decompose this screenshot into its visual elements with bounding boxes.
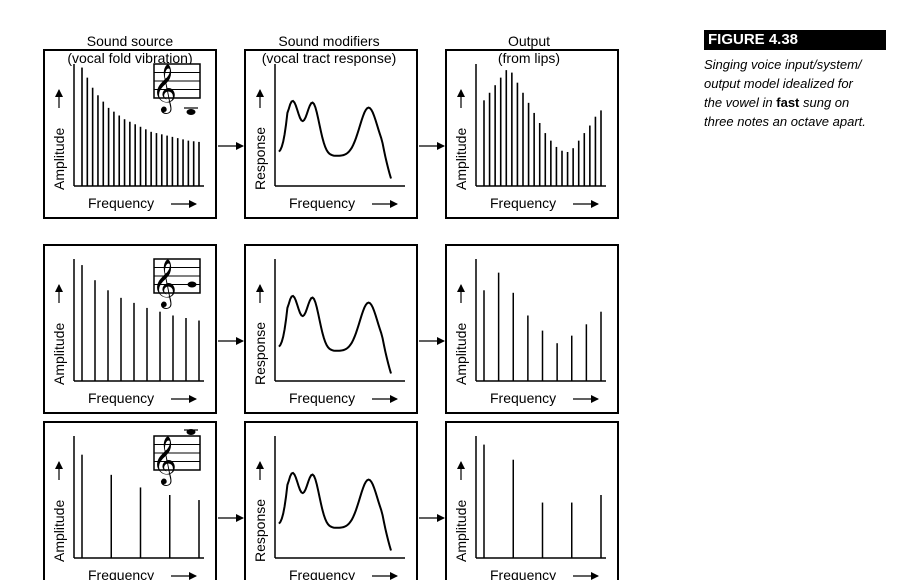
- panel-border: [244, 244, 418, 414]
- column-title-modifiers-line1: Sound modifiers: [278, 33, 380, 49]
- source-panel: Amplitude Frequency 𝄞: [43, 49, 217, 219]
- caption-text: Singing voice input/system/ output model…: [704, 55, 900, 131]
- note-head: [186, 429, 196, 435]
- caption-line-3-end: sung on: [799, 95, 850, 110]
- column-title-output-line2: (from lips): [497, 50, 561, 66]
- caption-line-1: Singing voice input/system/: [704, 57, 862, 72]
- caption-label-box: [704, 30, 886, 50]
- panel-border: [445, 49, 619, 219]
- panel-border: [43, 421, 217, 580]
- frequency-axis-label: Frequency: [490, 195, 556, 211]
- modifier-panel: Response Frequency: [244, 244, 418, 414]
- frequency-axis-label: Frequency: [289, 195, 355, 211]
- column-title-source-line1: Sound source: [86, 33, 174, 49]
- treble-clef-icon: 𝄞: [152, 64, 177, 114]
- amplitude-axis-label: Amplitude: [51, 323, 67, 385]
- panel-border: [43, 49, 217, 219]
- frequency-axis-label: Frequency: [88, 390, 154, 406]
- amplitude-axis-label: Amplitude: [453, 128, 469, 190]
- caption-word-fast: fast: [776, 95, 800, 110]
- frequency-axis-label: Frequency: [289, 567, 355, 580]
- music-staff-icon: 𝄞: [152, 258, 201, 309]
- vocal-tract-response-curve: [278, 99, 392, 179]
- column-title-source: Sound source (vocal fold vibration): [30, 33, 230, 67]
- response-axis-label: Response: [252, 499, 268, 562]
- column-title-output-line1: Output: [507, 33, 551, 49]
- output-panel: Amplitude Frequency: [445, 421, 619, 580]
- music-staff-icon: 𝄞: [152, 429, 201, 486]
- frequency-axis-label: Frequency: [289, 390, 355, 406]
- amplitude-axis-label: Amplitude: [51, 500, 67, 562]
- caption-line-3-start: the vowel in: [704, 95, 777, 110]
- source-panel: Amplitude Frequency 𝄞: [43, 421, 217, 580]
- frequency-axis-label: Frequency: [490, 567, 556, 580]
- diagram-row-high: AmplitudeFrequency𝄞ResponseFrequencyAmpl…: [43, 421, 619, 580]
- panel-border: [43, 244, 217, 414]
- music-staff-icon: 𝄞: [152, 63, 201, 115]
- note-head: [186, 109, 196, 115]
- vocal-tract-response-curve: [278, 294, 392, 374]
- diagram-row-low: AmplitudeFrequency𝄞ResponseFrequencyAmpl…: [43, 49, 619, 219]
- caption-line-4: three notes an octave apart.: [704, 114, 866, 129]
- caption-line-2: output model idealized for: [704, 76, 853, 91]
- diagram-row-middle: AmplitudeFrequency𝄞ResponseFrequencyAmpl…: [43, 244, 619, 414]
- vocal-tract-response-curve: [278, 471, 392, 551]
- modifier-panel: Response Frequency: [244, 421, 418, 580]
- response-axis-label: Response: [252, 127, 268, 190]
- amplitude-axis-label: Amplitude: [51, 128, 67, 190]
- note-head: [187, 281, 197, 288]
- column-title-modifiers: Sound modifiers (vocal tract response): [229, 33, 429, 67]
- modifier-panel: Response Frequency: [244, 49, 418, 219]
- column-title-output: Output (from lips): [429, 33, 629, 67]
- amplitude-axis-label: Amplitude: [453, 323, 469, 385]
- treble-clef-icon: 𝄞: [152, 436, 177, 486]
- caption-figure-number: FIGURE 4.38: [708, 31, 799, 48]
- output-panel: Amplitude Frequency: [445, 49, 619, 219]
- frequency-axis-label: Frequency: [88, 195, 154, 211]
- panel-border: [244, 421, 418, 580]
- panel-border: [445, 244, 619, 414]
- caption-line-3: the vowel in fast sung on: [704, 93, 900, 112]
- treble-clef-icon: 𝄞: [152, 259, 177, 309]
- source-panel: Amplitude Frequency 𝄞: [43, 244, 217, 414]
- column-title-source-line2: (vocal fold vibration): [67, 50, 193, 66]
- column-title-modifiers-line2: (vocal tract response): [261, 50, 397, 66]
- panel-border: [244, 49, 418, 219]
- output-panel: Amplitude Frequency: [445, 244, 619, 414]
- frequency-axis-label: Frequency: [490, 390, 556, 406]
- frequency-axis-label: Frequency: [88, 567, 154, 580]
- amplitude-axis-label: Amplitude: [453, 500, 469, 562]
- panel-border: [445, 421, 619, 580]
- response-axis-label: Response: [252, 322, 268, 385]
